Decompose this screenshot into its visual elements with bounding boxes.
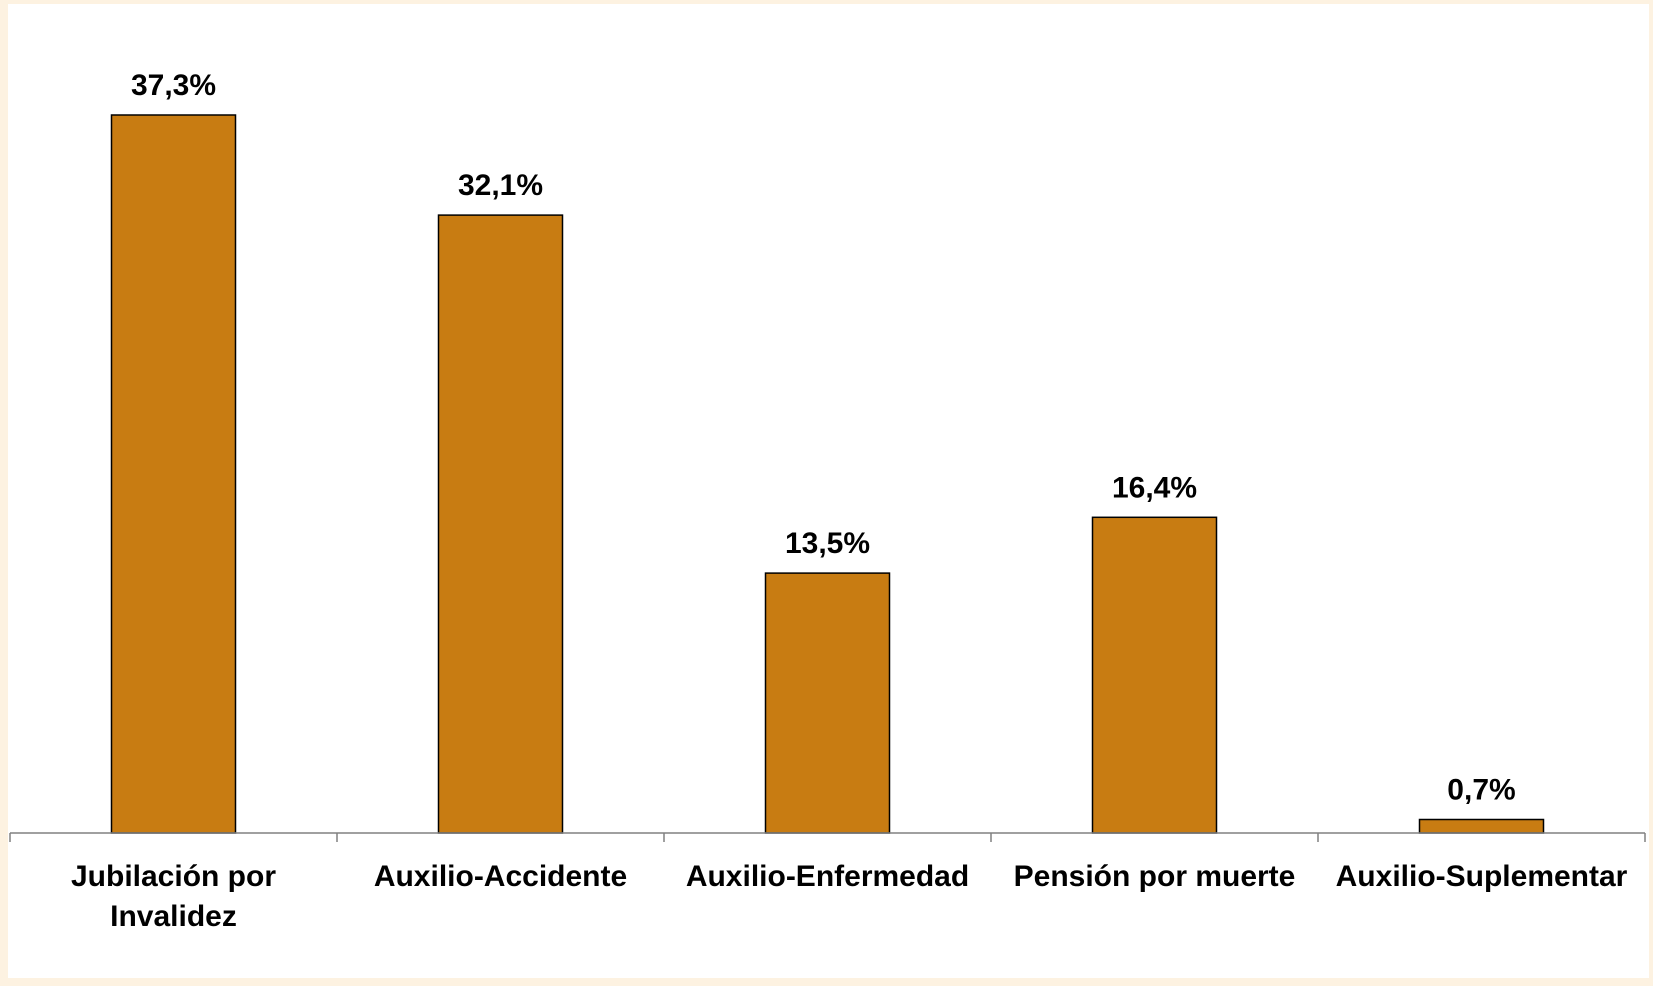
category-label-5: Auxilio-Suplementar [1336, 860, 1628, 893]
data-label-1: 37,3% [131, 69, 216, 102]
bar-4 [1091, 516, 1218, 834]
category-label-4: Pensión por muerte [1014, 860, 1296, 893]
data-labels-group: 37,3% 32,1% 13,5% 16,4% 0,7% [131, 69, 1516, 807]
data-label-3: 13,5% [785, 527, 870, 560]
category-label-2: Auxilio-Accidente [374, 860, 627, 893]
bar-chart: 37,3% 32,1% 13,5% 16,4% 0,7% Jubilación por I… [9, 69, 1646, 933]
bar-1 [110, 114, 237, 834]
data-label-4: 16,4% [1112, 471, 1197, 504]
x-axis [9, 832, 1646, 842]
category-label-1: Jubilación por Invalidez [71, 860, 276, 933]
data-label-2: 32,1% [458, 169, 543, 202]
data-label-5: 0,7% [1447, 774, 1515, 807]
bars-group [110, 114, 1545, 834]
category-labels-group: Jubilación por Invalidez Auxilio-Accidente… [71, 860, 1628, 933]
category-label-3: Auxilio-Enfermedad [686, 860, 969, 893]
chart-area: 37,3% 32,1% 13,5% 16,4% 0,7% Jubilación por I… [8, 4, 1649, 978]
bar-3 [764, 572, 891, 834]
bar-5 [1418, 818, 1545, 834]
bar-2 [437, 214, 564, 834]
